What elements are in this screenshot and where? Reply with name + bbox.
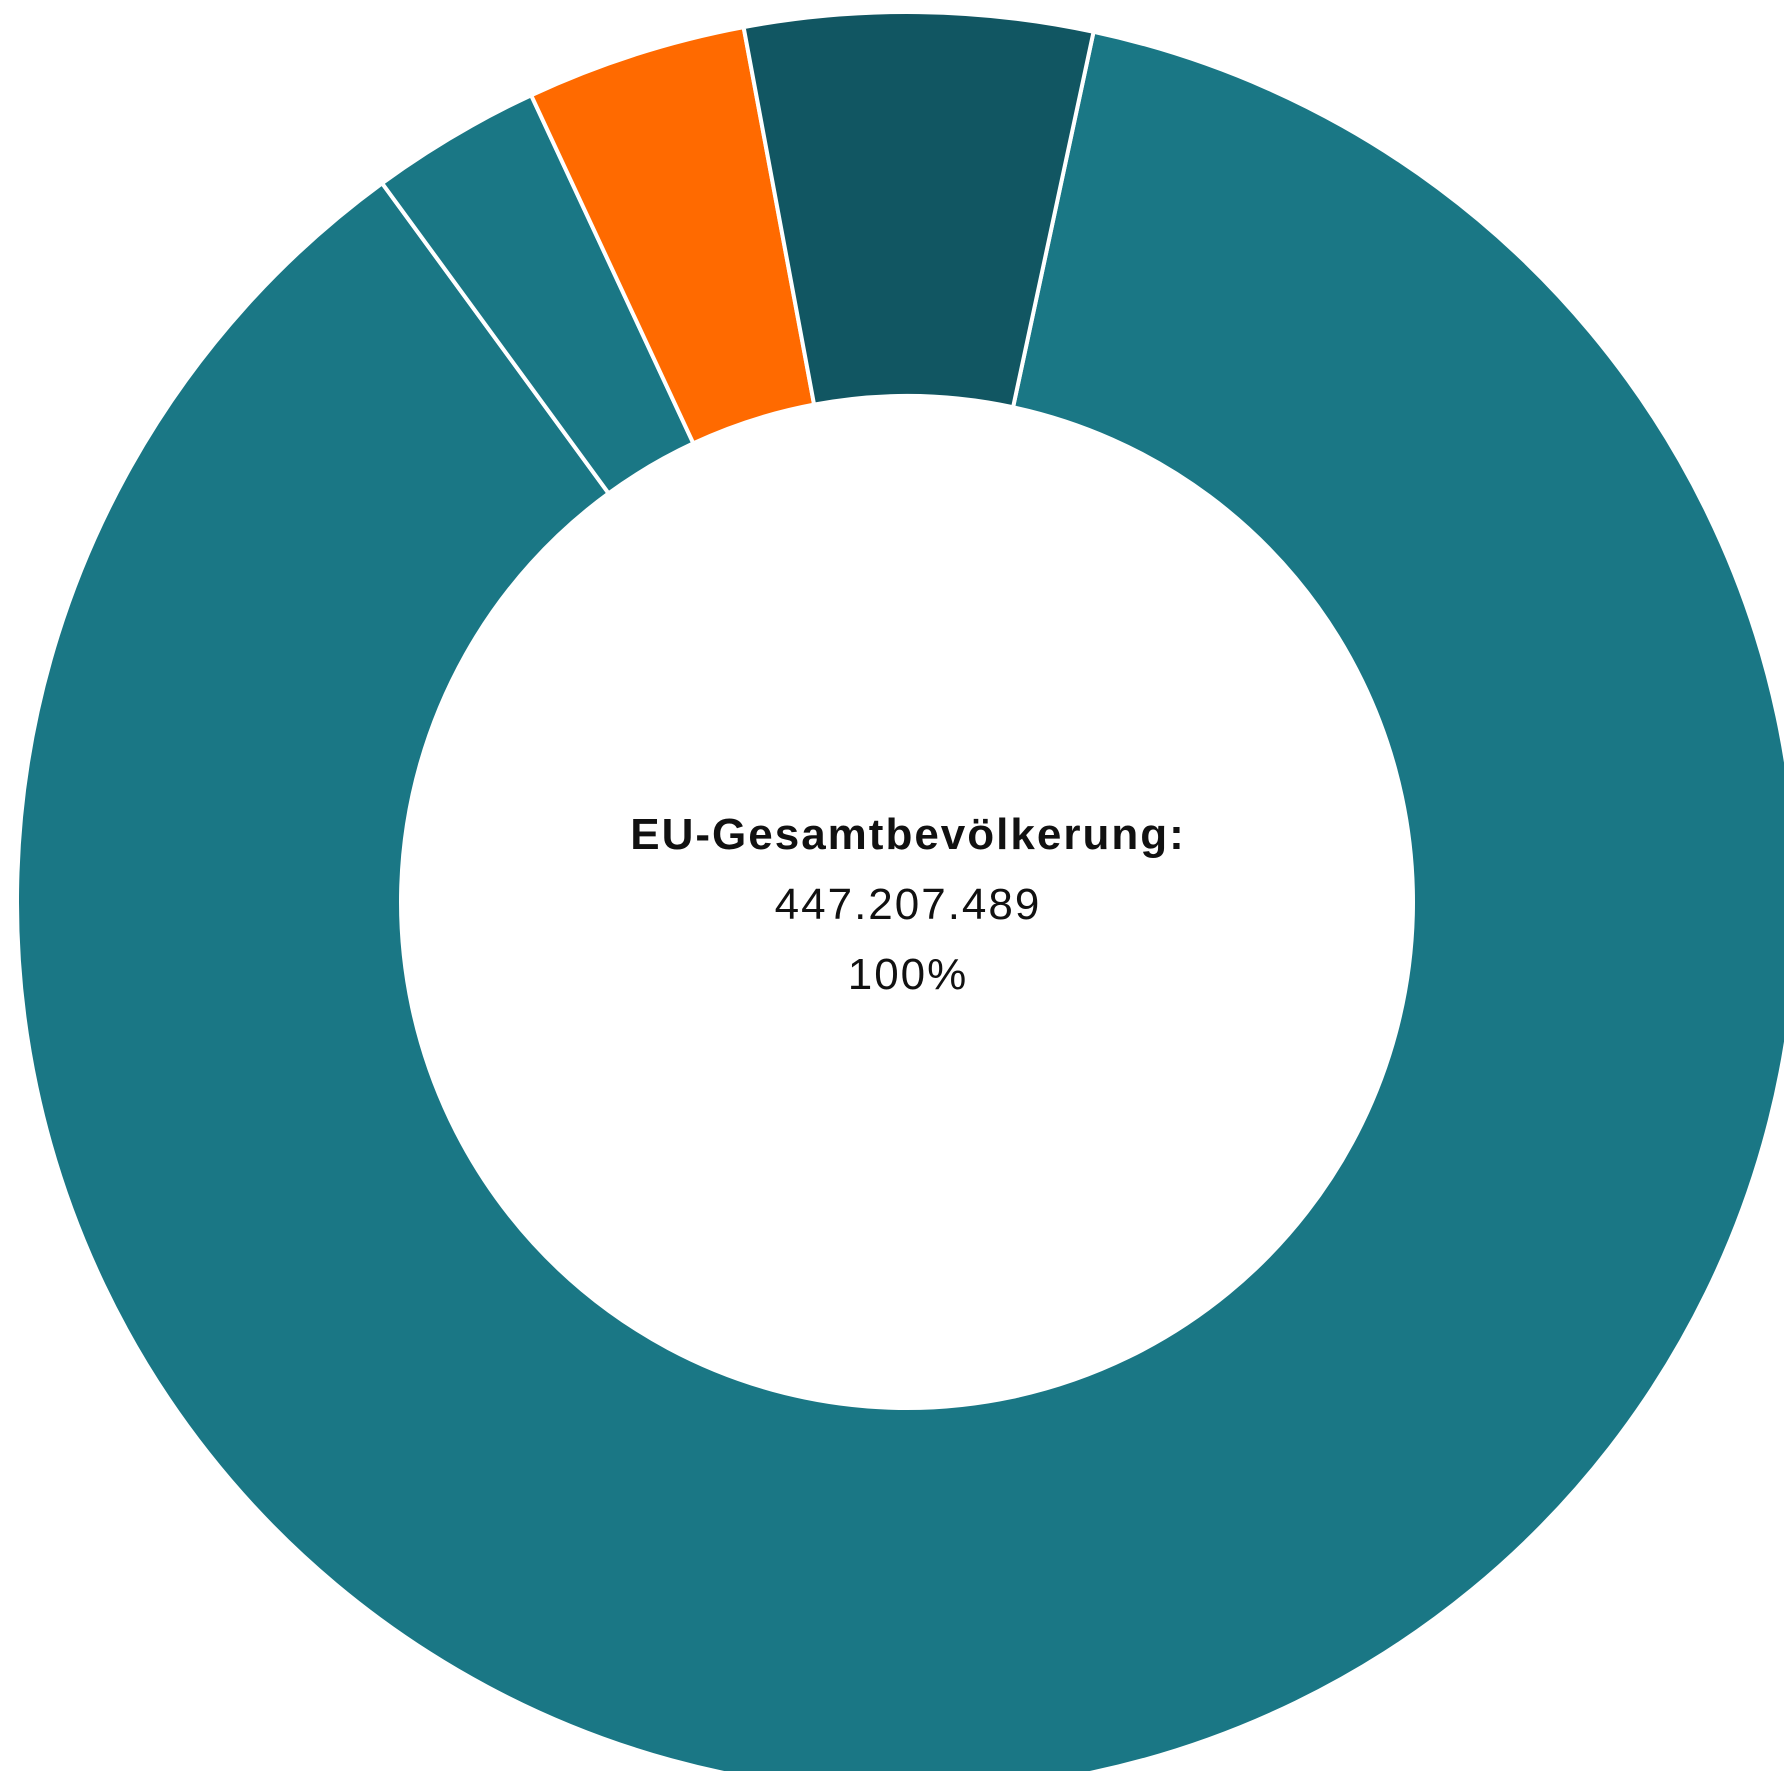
donut-slice-4 — [741, 10, 1096, 410]
donut-slice-1 — [15, 29, 1784, 1771]
center-percent: 100% — [847, 950, 969, 999]
center-value: 447.207.489 — [774, 880, 1042, 929]
center-summary: EU-Gesamtbevölkerung: 447.207.489 100% — [558, 800, 1258, 1010]
center-label: EU-Gesamtbevölkerung: — [630, 810, 1186, 859]
